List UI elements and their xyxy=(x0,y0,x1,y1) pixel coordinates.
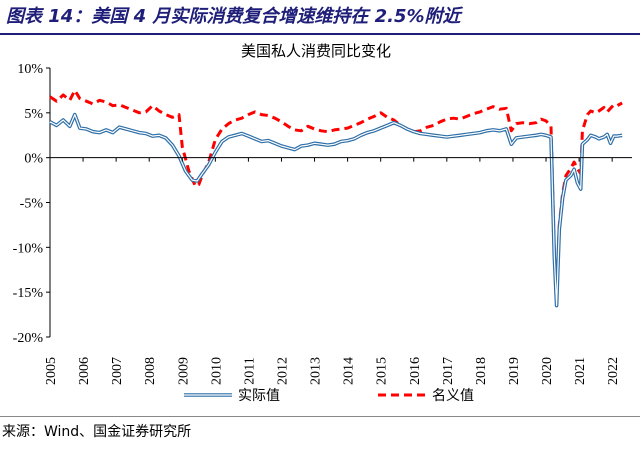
series-real-line-core xyxy=(49,113,623,307)
source-rule xyxy=(0,416,640,417)
y-tick-label: 0% xyxy=(24,152,43,167)
legend-nominal-label: 名义值 xyxy=(432,388,474,404)
x-tick-label: 2011 xyxy=(242,357,257,384)
x-tick-label: 2006 xyxy=(77,357,92,385)
legend-real-label: 实际值 xyxy=(238,388,280,404)
x-tick-label: 2007 xyxy=(110,357,125,385)
chart-title: 美国私人消费同比变化 xyxy=(241,42,391,60)
x-tick-label: 2022 xyxy=(606,357,621,385)
x-tick-label: 2021 xyxy=(573,357,588,385)
x-axis: 2005 2006 2007 2008 2009 2010 2011 2012 2013 2014… xyxy=(44,157,632,385)
x-tick-label: 2018 xyxy=(474,357,489,385)
chart: 美国私人消费同比变化 10%5%0%-5%-10%-15%-20% 2005 20… xyxy=(13,42,632,404)
x-tick-label: 2005 xyxy=(44,357,59,385)
x-tick-label: 2019 xyxy=(507,357,522,385)
x-tick-label: 2013 xyxy=(309,357,324,385)
x-tick-label: 2015 xyxy=(375,357,390,385)
x-tick-label: 2012 xyxy=(275,357,290,385)
title-rule xyxy=(0,33,640,35)
y-tick-label: -5% xyxy=(20,197,44,212)
x-tick-label: 2010 xyxy=(209,357,224,385)
x-tick-label: 2017 xyxy=(441,357,456,385)
y-tick-label: -10% xyxy=(13,241,44,256)
y-tick-label: 5% xyxy=(24,107,43,122)
y-tick-label: -20% xyxy=(13,331,44,346)
y-tick-label: 10% xyxy=(17,62,43,77)
source-note: 来源：Wind、国金证券研究所 xyxy=(2,424,192,440)
x-tick-label: 2014 xyxy=(342,357,357,385)
figure-title: 图表 14：美国 4 月实际消费复合增速维持在 2.5%附近 xyxy=(6,6,461,27)
y-tick-label: -15% xyxy=(13,286,44,301)
x-tick-label: 2020 xyxy=(540,357,555,385)
legend: 实际值 名义值 xyxy=(184,388,474,404)
series-nominal-line xyxy=(49,88,623,303)
x-tick-label: 2008 xyxy=(143,357,158,385)
x-tick-label: 2016 xyxy=(408,357,423,385)
x-tick-label: 2009 xyxy=(176,357,191,385)
y-axis: 10% 5% 0% -5% -10% -15% -20% xyxy=(13,62,51,346)
series-lines xyxy=(49,88,623,308)
